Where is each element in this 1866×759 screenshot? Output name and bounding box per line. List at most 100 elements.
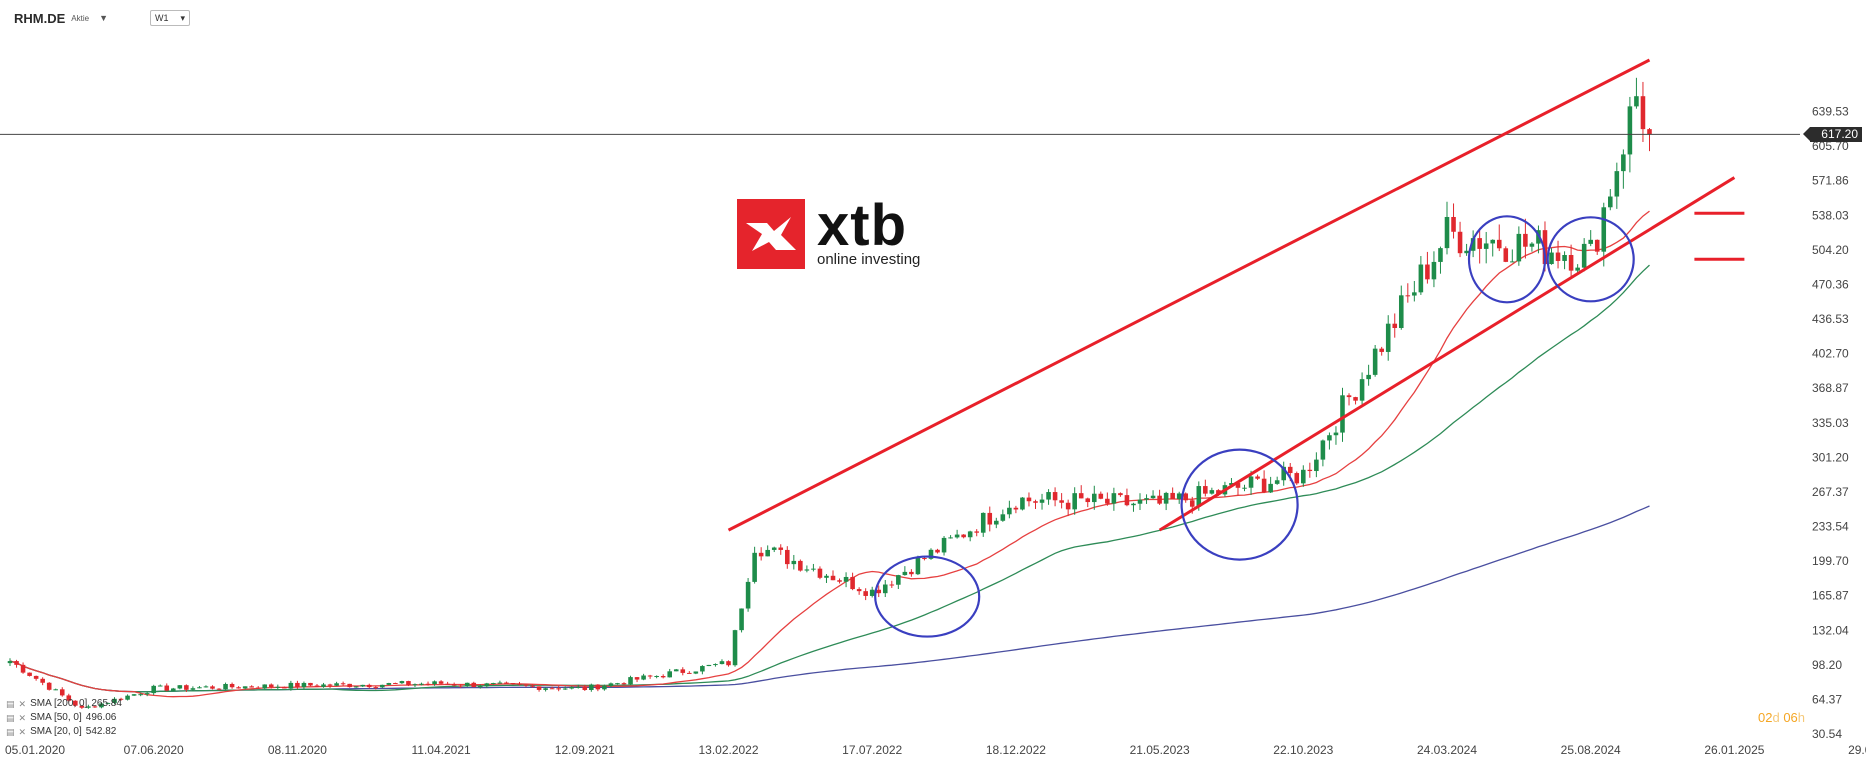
candle-body <box>1072 493 1077 510</box>
candle-body <box>1046 492 1051 500</box>
candle <box>680 667 686 676</box>
candle <box>830 570 836 581</box>
candle-countdown: 02d 06h <box>1758 710 1805 725</box>
close-icon[interactable]: ✕ <box>18 699 27 709</box>
candle <box>327 683 333 688</box>
candle <box>1020 497 1025 511</box>
candle <box>974 529 979 537</box>
candle-body <box>726 661 731 666</box>
candle <box>882 579 888 598</box>
candle-body <box>79 705 85 708</box>
candle <box>412 683 418 688</box>
candle <box>1562 251 1567 270</box>
candle-body <box>1523 233 1528 247</box>
candle-body <box>1457 231 1463 254</box>
candle-body <box>608 683 614 686</box>
candle <box>771 546 777 553</box>
candle <box>360 684 366 688</box>
legend-item[interactable]: ▤ ✕ SMA [200, 0] 265.84 <box>6 697 122 711</box>
candle-body <box>1242 487 1247 489</box>
x-tick-label: 17.07.2022 <box>842 743 902 757</box>
candle-body <box>830 575 836 581</box>
candle <box>556 686 561 692</box>
candle-body <box>1398 295 1404 329</box>
candle <box>79 705 85 709</box>
candle-body <box>647 675 653 677</box>
candle <box>314 684 320 688</box>
candle-body <box>184 685 189 690</box>
candle-body <box>1144 498 1149 500</box>
candle-body <box>1078 493 1084 499</box>
close-icon[interactable]: ✕ <box>18 713 27 723</box>
candle <box>223 682 228 690</box>
candle-body <box>680 669 686 673</box>
candle-body <box>1575 267 1580 271</box>
candle <box>1346 393 1352 406</box>
candle-body <box>282 686 287 689</box>
candle-body <box>1320 440 1326 460</box>
candle <box>517 681 522 686</box>
xtb-logo-mark <box>737 199 805 269</box>
asset-type-label: Aktie <box>71 13 90 23</box>
candle <box>393 682 398 685</box>
candle <box>1477 230 1482 264</box>
candle <box>719 659 725 665</box>
candle <box>1581 238 1587 272</box>
candle <box>843 572 849 588</box>
y-tick-label: 571.86 <box>1812 174 1849 188</box>
legend-item[interactable]: ▤ ✕ SMA [20, 0] 542.82 <box>6 725 122 739</box>
candle-body <box>1091 493 1097 503</box>
candle <box>125 694 130 701</box>
symbol-dropdown-icon[interactable]: ▼ <box>99 13 108 23</box>
candle-body <box>804 569 810 571</box>
candle <box>745 578 751 612</box>
candle-body <box>301 682 307 688</box>
candle-body <box>523 684 529 686</box>
candle <box>961 534 966 539</box>
candle <box>20 662 26 674</box>
settings-icon[interactable]: ▤ <box>6 713 15 723</box>
candle <box>706 664 712 667</box>
candle-body <box>987 512 993 525</box>
legend-value: 496.06 <box>85 712 117 723</box>
candle <box>1000 509 1006 522</box>
candle <box>1059 493 1064 509</box>
candle-body <box>1477 238 1482 249</box>
candle <box>582 684 588 691</box>
settings-icon[interactable]: ▤ <box>6 699 15 709</box>
settings-icon[interactable]: ▤ <box>6 727 15 737</box>
candle <box>1261 470 1267 494</box>
y-tick-label: 30.54 <box>1812 727 1842 741</box>
candle-body <box>1529 243 1535 247</box>
y-tick-label: 233.54 <box>1812 520 1849 534</box>
candle-body <box>575 686 581 688</box>
candle <box>758 547 764 561</box>
candle-body <box>340 683 346 685</box>
countdown-days-unit: d <box>1772 710 1780 725</box>
timeframe-select[interactable]: W1 ▾ <box>150 10 190 26</box>
candle <box>1274 476 1280 485</box>
candle <box>1091 485 1097 510</box>
candle-body <box>360 684 366 687</box>
candle <box>216 688 222 691</box>
candle-body <box>811 568 816 570</box>
candle-body <box>1470 238 1476 251</box>
candle-body <box>935 549 940 553</box>
candle-body <box>621 683 627 685</box>
candle-body <box>745 581 751 609</box>
candle <box>458 684 463 688</box>
candle <box>1157 489 1162 505</box>
candle <box>739 608 744 633</box>
instrument-toolbar: RHM.DE Aktie ▼ W1 ▾ <box>14 10 190 26</box>
legend-item[interactable]: ▤ ✕ SMA [50, 0] 496.06 <box>6 711 122 725</box>
candle-body <box>948 537 953 539</box>
candle <box>33 675 39 681</box>
candle <box>86 704 91 709</box>
candle <box>1490 239 1496 257</box>
candle <box>902 566 908 576</box>
candle <box>262 684 268 690</box>
candle <box>817 566 823 580</box>
symbol-label[interactable]: RHM.DE <box>14 10 66 26</box>
close-icon[interactable]: ✕ <box>18 727 27 737</box>
